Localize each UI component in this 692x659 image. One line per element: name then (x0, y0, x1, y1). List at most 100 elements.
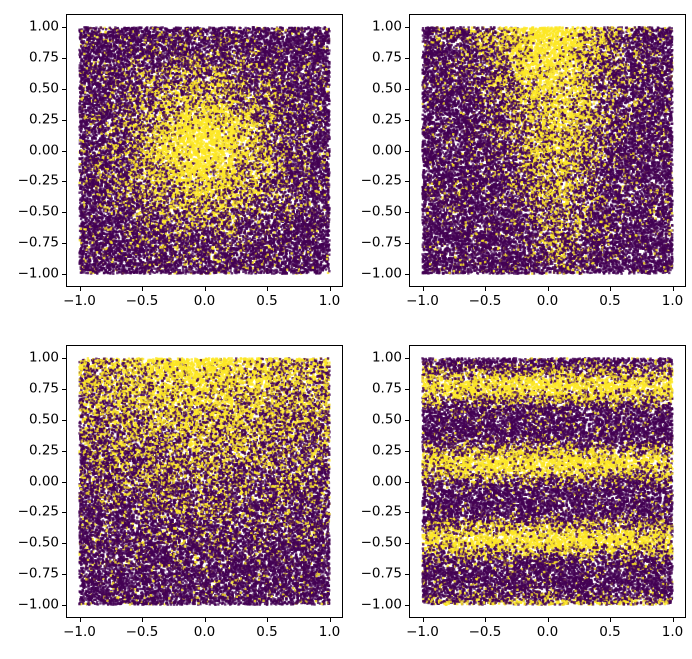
y-tick-label: 0.00 (371, 141, 402, 158)
y-tick-mark (405, 419, 409, 421)
y-tick-label: 1.00 (28, 18, 59, 35)
y-tick-label: −0.75 (360, 234, 402, 251)
x-tick-label: 1.0 (318, 293, 341, 309)
scatter-plot-canvas (67, 346, 342, 617)
x-tick-label: −0.5 (468, 624, 502, 640)
subplot-top-left: −1.0 −0.5 0.0 0.5 1.0 1.00 0.75 0.50 0.25 0.00 −0.… (18, 14, 343, 308)
scatter-plot-canvas (67, 15, 342, 286)
axes-frame (66, 345, 343, 618)
x-tick-mark (547, 287, 549, 291)
y-tick-mark (405, 389, 409, 391)
y-tick-label: 1.00 (371, 18, 402, 35)
y-tick-label: −1.00 (360, 595, 402, 612)
y-tick-label: 0.00 (28, 141, 59, 158)
y-tick-label: 0.75 (371, 380, 402, 397)
x-tick-mark (485, 618, 486, 622)
y-tick-mark (62, 481, 66, 483)
x-tick-mark (329, 287, 331, 291)
y-tick-label: −0.25 (17, 172, 59, 189)
y-tick-mark (62, 119, 66, 121)
y-tick-mark (62, 58, 66, 60)
x-tick-label: 0.5 (599, 624, 621, 640)
y-tick-label: 0.75 (28, 380, 59, 397)
axes-frame (409, 345, 686, 618)
y-tick-mark (62, 512, 66, 514)
y-tick-mark (62, 150, 66, 152)
y-tick-label: −1.00 (17, 264, 59, 281)
x-tick-label: 0.0 (536, 293, 559, 309)
x-tick-mark (79, 287, 81, 291)
y-tick-label: 1.00 (371, 349, 402, 366)
x-tick-label: −0.5 (125, 624, 159, 640)
y-tick-mark (62, 389, 66, 391)
y-tick-label: −0.50 (360, 203, 402, 220)
x-tick-label: −1.0 (406, 624, 439, 640)
y-tick-mark (62, 450, 66, 452)
y-tick-mark (405, 212, 409, 214)
y-tick-mark (405, 88, 409, 90)
x-tick-mark (204, 618, 206, 622)
y-tick-label: 0.25 (371, 110, 402, 127)
y-tick-label: 0.50 (28, 80, 59, 97)
x-tick-mark (485, 287, 486, 291)
y-tick-mark (405, 358, 409, 360)
y-tick-mark (405, 573, 409, 575)
y-tick-label: −0.75 (17, 234, 59, 251)
y-tick-mark (62, 181, 66, 183)
y-tick-mark (405, 604, 409, 606)
x-tick-label: −1.0 (406, 293, 439, 309)
x-tick-label: −1.0 (63, 624, 96, 640)
x-tick-mark (142, 287, 143, 291)
y-tick-label: 0.75 (28, 49, 59, 66)
y-tick-mark (405, 150, 409, 152)
x-tick-label: 0.0 (193, 624, 216, 640)
x-tick-label: 0.5 (599, 293, 621, 309)
y-tick-label: −1.00 (17, 595, 59, 612)
y-tick-mark (62, 419, 66, 421)
y-tick-label: −0.50 (17, 203, 59, 220)
y-tick-mark (405, 512, 409, 514)
y-tick-label: −0.50 (17, 534, 59, 551)
scatter-plot-canvas (410, 15, 685, 286)
y-tick-mark (405, 27, 409, 29)
y-tick-mark (405, 242, 409, 244)
y-tick-mark (62, 273, 66, 275)
x-tick-mark (329, 618, 331, 622)
y-tick-label: −0.25 (17, 503, 59, 520)
x-tick-label: 1.0 (661, 293, 684, 309)
y-tick-mark (62, 573, 66, 575)
y-tick-label: 0.50 (371, 80, 402, 97)
y-tick-label: 0.25 (371, 441, 402, 458)
y-tick-mark (62, 242, 66, 244)
y-tick-mark (62, 358, 66, 360)
x-tick-label: −0.5 (468, 293, 502, 309)
scatter-plot-canvas (410, 346, 685, 617)
y-tick-mark (62, 604, 66, 606)
y-tick-label: −0.75 (17, 565, 59, 582)
y-tick-mark (62, 27, 66, 29)
y-tick-mark (405, 58, 409, 60)
x-tick-mark (267, 618, 268, 622)
x-tick-mark (610, 618, 611, 622)
y-tick-mark (405, 273, 409, 275)
x-tick-mark (672, 287, 674, 291)
y-tick-mark (405, 481, 409, 483)
x-tick-mark (672, 618, 674, 622)
y-tick-label: 1.00 (28, 349, 59, 366)
subplot-bottom-left: −1.0 −0.5 0.0 0.5 1.0 1.00 0.75 0.50 0.25 0.00 −0.… (18, 345, 343, 639)
x-tick-mark (547, 618, 549, 622)
x-tick-mark (610, 287, 611, 291)
x-tick-label: 1.0 (318, 624, 341, 640)
y-tick-mark (405, 181, 409, 183)
y-tick-label: −0.75 (360, 565, 402, 582)
x-tick-label: 1.0 (661, 624, 684, 640)
x-tick-mark (267, 287, 268, 291)
y-tick-label: −0.50 (360, 534, 402, 551)
x-tick-mark (79, 618, 81, 622)
y-tick-label: 0.25 (28, 110, 59, 127)
y-tick-mark (405, 450, 409, 452)
subplot-top-right: −1.0 −0.5 0.0 0.5 1.0 1.00 0.75 0.50 0.25 0.00 −0.… (361, 14, 686, 308)
x-tick-label: −0.5 (125, 293, 159, 309)
subplot-bottom-right: −1.0 −0.5 0.0 0.5 1.0 1.00 0.75 0.50 0.25 0.00 −0.… (361, 345, 686, 639)
x-tick-label: 0.5 (256, 624, 278, 640)
